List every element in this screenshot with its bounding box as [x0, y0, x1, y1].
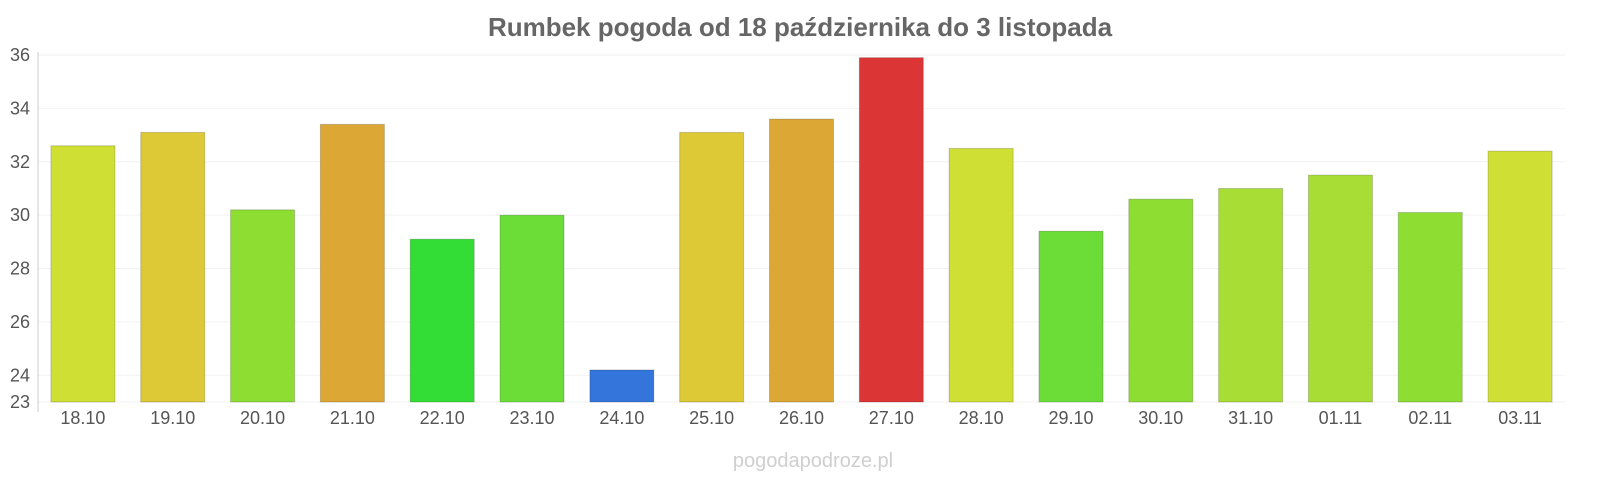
x-tick-label: 02.11 — [1408, 408, 1452, 428]
bar-03.11 — [1487, 150, 1553, 403]
bar-30.10 — [1128, 198, 1194, 403]
bar-18.10 — [50, 145, 116, 403]
bar-20.10 — [230, 209, 296, 403]
x-tick-label: 24.10 — [599, 408, 644, 428]
y-tick-label: 26 — [10, 312, 30, 332]
bar-26.10 — [769, 118, 834, 403]
bar-24.10 — [589, 369, 655, 403]
y-tick-label: 36 — [10, 45, 30, 65]
footer-watermark: pogodapodroze.pl — [733, 450, 893, 472]
y-tick-label: 34 — [10, 98, 30, 118]
bar-19.10 — [140, 131, 206, 403]
bar-25.10 — [679, 131, 745, 403]
bars-layer — [50, 57, 1553, 403]
bar-21.10 — [319, 123, 385, 403]
bar-31.10 — [1218, 187, 1284, 403]
bar-01.11 — [1307, 174, 1373, 403]
y-axis-ticks: 23 24 26 28 30 32 34 36 — [10, 45, 30, 412]
x-tick-label: 03.11 — [1498, 408, 1542, 428]
x-tick-label: 26.10 — [779, 408, 824, 428]
x-axis-labels: 18.10 19.10 20.10 21.10 22.10 23.10 24.10 25.10… — [60, 408, 1542, 428]
bar-22.10 — [409, 238, 475, 403]
y-tick-label: 28 — [10, 259, 30, 279]
x-tick-label: 22.10 — [420, 408, 465, 428]
x-tick-label: 19.10 — [150, 408, 195, 428]
x-tick-label: 27.10 — [869, 408, 914, 428]
bar-29.10 — [1038, 230, 1104, 403]
y-tick-label: 23 — [10, 392, 30, 412]
x-tick-label: 21.10 — [330, 408, 375, 428]
x-tick-label: 29.10 — [1048, 408, 1093, 428]
bar-23.10 — [499, 214, 565, 403]
x-tick-label: 20.10 — [240, 408, 285, 428]
x-tick-label: 25.10 — [689, 408, 734, 428]
chart-title: Rumbek pogoda od 18 października do 3 li… — [488, 12, 1113, 42]
x-tick-label: 23.10 — [510, 408, 555, 428]
bar-02.11 — [1397, 211, 1463, 403]
y-tick-label: 32 — [10, 152, 30, 172]
bar-28.10 — [948, 147, 1014, 403]
x-tick-label: 01.11 — [1319, 408, 1363, 428]
bar-27.10 — [858, 57, 924, 403]
x-tick-label: 28.10 — [959, 408, 1004, 428]
x-tick-label: 31.10 — [1228, 408, 1273, 428]
x-tick-label: 18.10 — [60, 408, 105, 428]
x-tick-label: 30.10 — [1138, 408, 1183, 428]
y-tick-label: 30 — [10, 205, 30, 225]
y-tick-label: 24 — [10, 365, 30, 385]
